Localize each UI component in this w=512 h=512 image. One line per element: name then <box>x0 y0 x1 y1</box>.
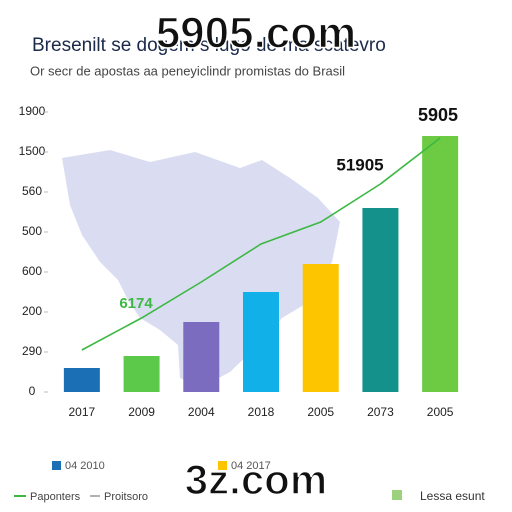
watermark: 3z.com <box>185 456 327 503</box>
chart-subtitle: Or secr de apostas aa peneyiclindr promi… <box>30 63 345 78</box>
y-tick-label: 560 <box>22 184 42 198</box>
footer-label: Paponters <box>30 491 81 503</box>
bar <box>362 208 399 392</box>
footer-label: Lessa esunt <box>420 489 485 503</box>
x-tick-label: 2004 <box>188 405 215 419</box>
legend-swatch <box>218 461 227 470</box>
annotation: 5905 <box>418 105 458 125</box>
footer-icon <box>392 490 402 500</box>
x-tick-label: 2005 <box>427 405 454 419</box>
bar <box>123 356 160 392</box>
y-tick-label: 0 <box>29 384 36 398</box>
legend-swatch <box>52 461 61 470</box>
y-tick-label: 1500 <box>19 144 46 158</box>
y-tick-label: 600 <box>22 264 42 278</box>
y-tick-label: 500 <box>22 224 42 238</box>
bar <box>243 292 279 392</box>
annotation: 6174 <box>119 295 153 312</box>
y-tick-label: 1900 <box>19 104 46 118</box>
legend-label: 04 2010 <box>65 460 105 472</box>
x-tick-label: 2017 <box>69 405 96 419</box>
y-tick-label: 290 <box>22 344 42 358</box>
trend-line <box>81 137 441 351</box>
x-tick-label: 2073 <box>367 405 394 419</box>
x-tick-label: 2005 <box>307 405 334 419</box>
bar <box>183 322 220 392</box>
x-tick-label: 2009 <box>128 405 155 419</box>
bar <box>63 368 100 392</box>
bar <box>302 264 339 392</box>
chart-title: Bresenilt se dogem s lugo de ma scatevro <box>32 35 386 56</box>
legend-label: 04 2017 <box>231 460 271 472</box>
x-tick-label: 2018 <box>248 405 275 419</box>
footer-label: Proitsoro <box>104 491 148 503</box>
annotation: 51905 <box>336 155 383 174</box>
y-tick-label: 200 <box>22 304 42 318</box>
bar <box>422 136 459 392</box>
watermark: 5905.com <box>156 9 357 58</box>
